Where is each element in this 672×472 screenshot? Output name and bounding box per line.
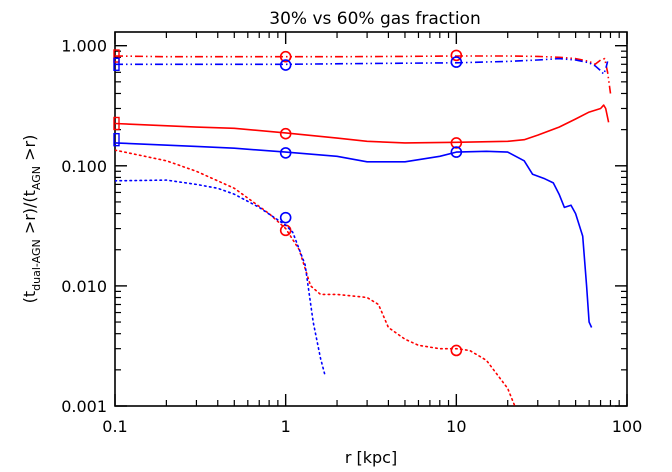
series-marker <box>450 56 463 68</box>
x-tick-label: 100 <box>612 417 643 436</box>
series-edge-marker <box>113 116 120 131</box>
y-tick-label: 0.001 <box>61 397 107 416</box>
y-axis-label-sub: dual-AGN <box>30 239 43 291</box>
series-marker <box>450 344 463 357</box>
series-edge-marker <box>113 132 120 147</box>
series-line-5 <box>115 149 516 406</box>
series-marker <box>279 211 292 224</box>
series-marker <box>279 147 292 159</box>
y-tick-label: 0.100 <box>61 157 107 176</box>
plot-frame <box>114 31 628 407</box>
y-tick-label: 1.000 <box>61 37 107 56</box>
chart-title: 30% vs 60% gas fraction <box>269 9 480 29</box>
y-axis-label: (tdual-AGN >r)/(tAGN >r) <box>20 135 43 304</box>
series-marker <box>450 49 463 62</box>
x-tick-label: 1 <box>281 417 291 436</box>
series-line-1 <box>115 55 612 94</box>
series-line-4 <box>115 142 593 328</box>
y-tick-label: 0.010 <box>61 277 107 296</box>
series-marker <box>279 59 292 71</box>
series-marker <box>450 146 463 158</box>
y-axis: 0.001 0.010 0.100 1.000 <box>61 37 627 416</box>
series-layer <box>113 49 612 406</box>
series-marker <box>450 137 463 149</box>
x-tick-label: 10 <box>446 417 466 436</box>
x-tick-label: 0.1 <box>102 417 127 436</box>
y-axis-label-sub: AGN <box>30 166 43 190</box>
y-axis-label-part: >r) <box>20 135 39 166</box>
series-edge-marker <box>113 49 120 63</box>
series-line-3 <box>115 104 610 144</box>
x-axis-label: r [kpc] <box>345 448 397 467</box>
series-edge-marker <box>113 57 120 71</box>
series-line-2 <box>115 57 609 75</box>
y-axis-label-part: >r)/(t <box>20 190 39 239</box>
series-marker <box>279 50 292 63</box>
series-marker <box>279 224 292 237</box>
series-marker <box>279 127 292 140</box>
x-axis: 0.1 1 10 100 <box>102 32 642 436</box>
series-line-6 <box>115 179 326 377</box>
y-axis-label-part: (t <box>20 291 39 304</box>
